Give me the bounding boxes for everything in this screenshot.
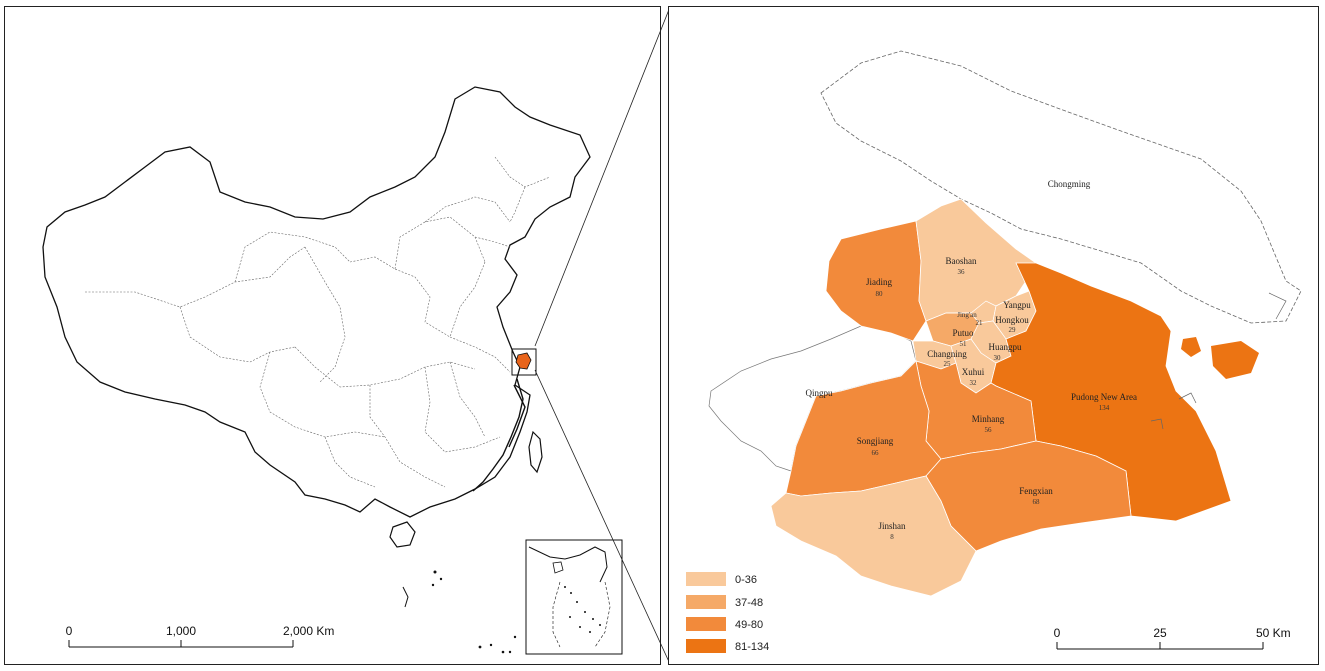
label-baoshan: Baoshan (946, 256, 977, 266)
label-hongkou: Hongkou (995, 315, 1029, 325)
value-pudong: 134 (1099, 404, 1110, 412)
legend-swatch-2 (686, 617, 726, 631)
value-minhang: 56 (985, 426, 993, 434)
overview-scale-bar: 0 1,000 2,000 Km (66, 624, 334, 648)
legend-label-3: 81-134 (735, 641, 769, 653)
hainan-island (389, 521, 416, 548)
detail-scale-bar: 0 25 50 Km (1054, 626, 1291, 650)
island-2 (1211, 341, 1259, 379)
south-sea-islets (402, 570, 517, 654)
label-songjiang: Songjiang (857, 436, 894, 446)
legend-item-1: 37-48 (686, 595, 763, 609)
legend: 0-36 37-48 49-80 81-134 (686, 572, 769, 653)
legend-label-0: 0-36 (735, 574, 757, 586)
legend-swatch-1 (686, 595, 726, 609)
label-jiading: Jiading (866, 277, 892, 287)
scale-label-0: 0 (66, 624, 73, 638)
legend-item-3: 81-134 (686, 639, 769, 653)
label-jinshan: Jinshan (879, 521, 907, 531)
label-minhang: Minhang (972, 414, 1005, 424)
label-chongming: Chongming (1048, 179, 1091, 189)
legend-item-2: 49-80 (686, 617, 763, 631)
legend-label-1: 37-48 (735, 597, 763, 609)
value-songjiang: 66 (872, 449, 880, 457)
value-jingan: 21 (976, 319, 984, 327)
value-hongkou: 29 (1009, 326, 1017, 334)
shanghai-highlight-box (511, 348, 537, 376)
label-qingpu: Qingpu (806, 388, 834, 398)
island-outline (1178, 392, 1197, 404)
legend-swatch-3 (686, 639, 726, 653)
label-yangpu: Yangpu (1003, 300, 1031, 310)
shanghai-detail-panel: Chongming Baoshan 36 Jiading 80 Yangpu H… (668, 6, 1319, 665)
scale-label-1000: 1,000 (166, 624, 196, 638)
district-jinshan (770, 475, 977, 597)
label-pudong: Pudong New Area (1071, 392, 1137, 402)
china-overview-panel: 0 1,000 2,000 Km (4, 6, 661, 665)
island-outline-3 (1268, 292, 1287, 320)
china-overview-map: 0 1,000 2,000 Km (42, 86, 623, 655)
label-putuo: Putuo (952, 328, 974, 338)
district-chongming (820, 50, 1302, 324)
value-changning: 25 (944, 360, 952, 368)
value-jiading: 80 (876, 290, 884, 298)
value-xuhui: 32 (970, 379, 978, 387)
island-outline-2 (1150, 418, 1164, 430)
scale-label-2000: 2,000 Km (283, 624, 334, 638)
label-changning: Changning (927, 349, 967, 359)
value-baoshan: 36 (958, 268, 966, 276)
legend-label-2: 49-80 (735, 619, 763, 631)
south-china-sea-inset (525, 539, 623, 655)
taiwan-island (528, 430, 543, 474)
value-huangpu: 30 (994, 354, 1002, 362)
province-boundaries (85, 156, 551, 488)
legend-item-0: 0-36 (686, 572, 757, 586)
china-outline (42, 86, 591, 518)
legend-swatch-0 (686, 572, 726, 586)
detail-scale-label-25: 25 (1153, 626, 1167, 640)
label-xuhui: Xuhui (962, 367, 985, 377)
shanghai-location-marker (515, 352, 532, 370)
detail-scale-label-50: 50 Km (1256, 626, 1291, 640)
value-putuo: 51 (960, 340, 968, 348)
label-fengxian: Fengxian (1019, 486, 1053, 496)
label-huangpu: Huangpu (989, 342, 1022, 352)
island-1 (1181, 337, 1201, 357)
shanghai-district-map: Chongming Baoshan 36 Jiading 80 Yangpu H… (686, 50, 1302, 653)
value-fengxian: 68 (1033, 498, 1041, 506)
detail-scale-label-0: 0 (1054, 626, 1061, 640)
southeast-coastline (472, 378, 526, 492)
label-jingan: Jing'an (957, 311, 977, 319)
value-jinshan: 8 (890, 533, 894, 541)
